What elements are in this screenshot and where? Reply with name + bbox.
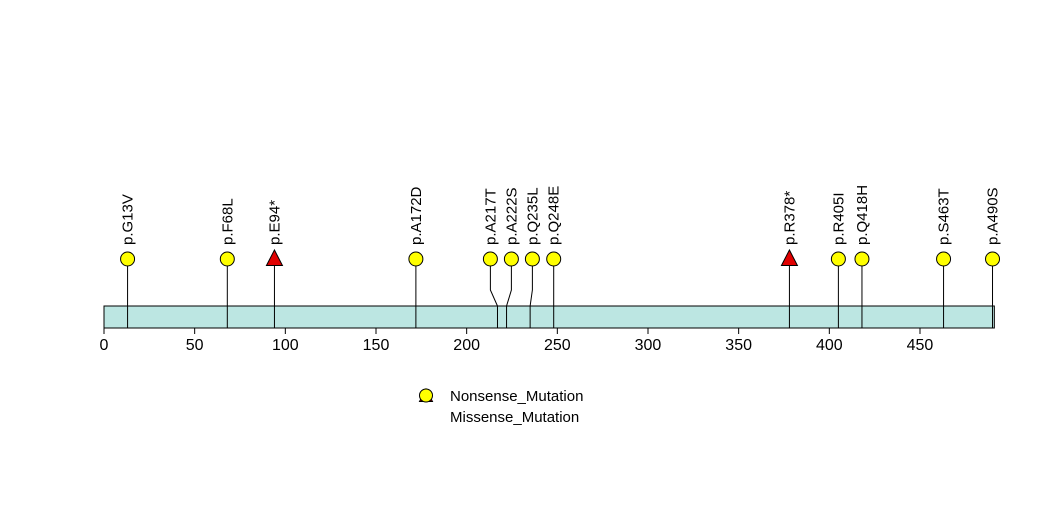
mutation-marker-missense: [985, 251, 1001, 267]
legend-item-missense: Missense_Mutation: [418, 388, 583, 426]
legend: Nonsense_Mutation Missense_Mutation: [418, 388, 583, 426]
protein-domain-bar: [103, 305, 995, 329]
mutation-stem: [506, 266, 512, 328]
mutation-label: p.Q418H: [854, 185, 871, 245]
axis-tick-label: 300: [635, 337, 662, 354]
mutation-marker-missense: [830, 251, 846, 267]
mutation-marker-missense: [524, 251, 540, 267]
mutation-marker-nonsense: [265, 248, 284, 266]
axis-tick-label: 100: [272, 337, 299, 354]
mutation-label: p.Q235L: [524, 187, 541, 245]
mutation-label: p.F68L: [219, 198, 236, 245]
mutation-marker-missense: [408, 251, 424, 267]
mutation-marker-missense: [503, 251, 519, 267]
axis-tick-label: 350: [725, 337, 752, 354]
axis-tick-label: 0: [100, 337, 109, 354]
mutation-label: p.G13V: [120, 194, 137, 245]
mutation-label: p.Q248E: [546, 186, 563, 245]
axis-tick-label: 150: [363, 337, 390, 354]
mutation-label: p.A222S: [503, 187, 520, 245]
mutation-marker-missense: [546, 251, 562, 267]
mutation-marker-missense: [936, 251, 952, 267]
mutation-marker-missense: [482, 251, 498, 267]
missense-circle-icon: [418, 388, 436, 426]
mutation-stem: [489, 266, 498, 328]
mutation-stem: [529, 266, 533, 328]
mutation-marker-missense: [120, 251, 136, 267]
axis-tick-label: 450: [907, 337, 934, 354]
mutation-label: p.A490S: [985, 187, 1002, 245]
mutation-marker-nonsense: [780, 248, 799, 266]
legend-label-missense: Missense_Mutation: [450, 409, 580, 426]
mutation-marker-missense: [219, 251, 235, 267]
mutation-label: p.A217T: [482, 188, 499, 245]
axis-tick-label: 50: [186, 337, 204, 354]
mutation-marker-missense: [854, 251, 870, 267]
axis-tick-label: 200: [453, 337, 480, 354]
axis-tick-label: 400: [816, 337, 843, 354]
mutation-label: p.E94*: [266, 200, 283, 245]
legend-item-nonsense: Nonsense_Mutation: [418, 388, 583, 405]
axis-tick-label: 250: [544, 337, 571, 354]
legend-label-nonsense: Nonsense_Mutation: [450, 388, 584, 405]
mutation-label: p.R378*: [781, 191, 798, 245]
mutation-label: p.A172D: [408, 186, 425, 245]
mutation-label: p.S463T: [936, 188, 953, 245]
mutation-label: p.R405I: [830, 192, 847, 245]
